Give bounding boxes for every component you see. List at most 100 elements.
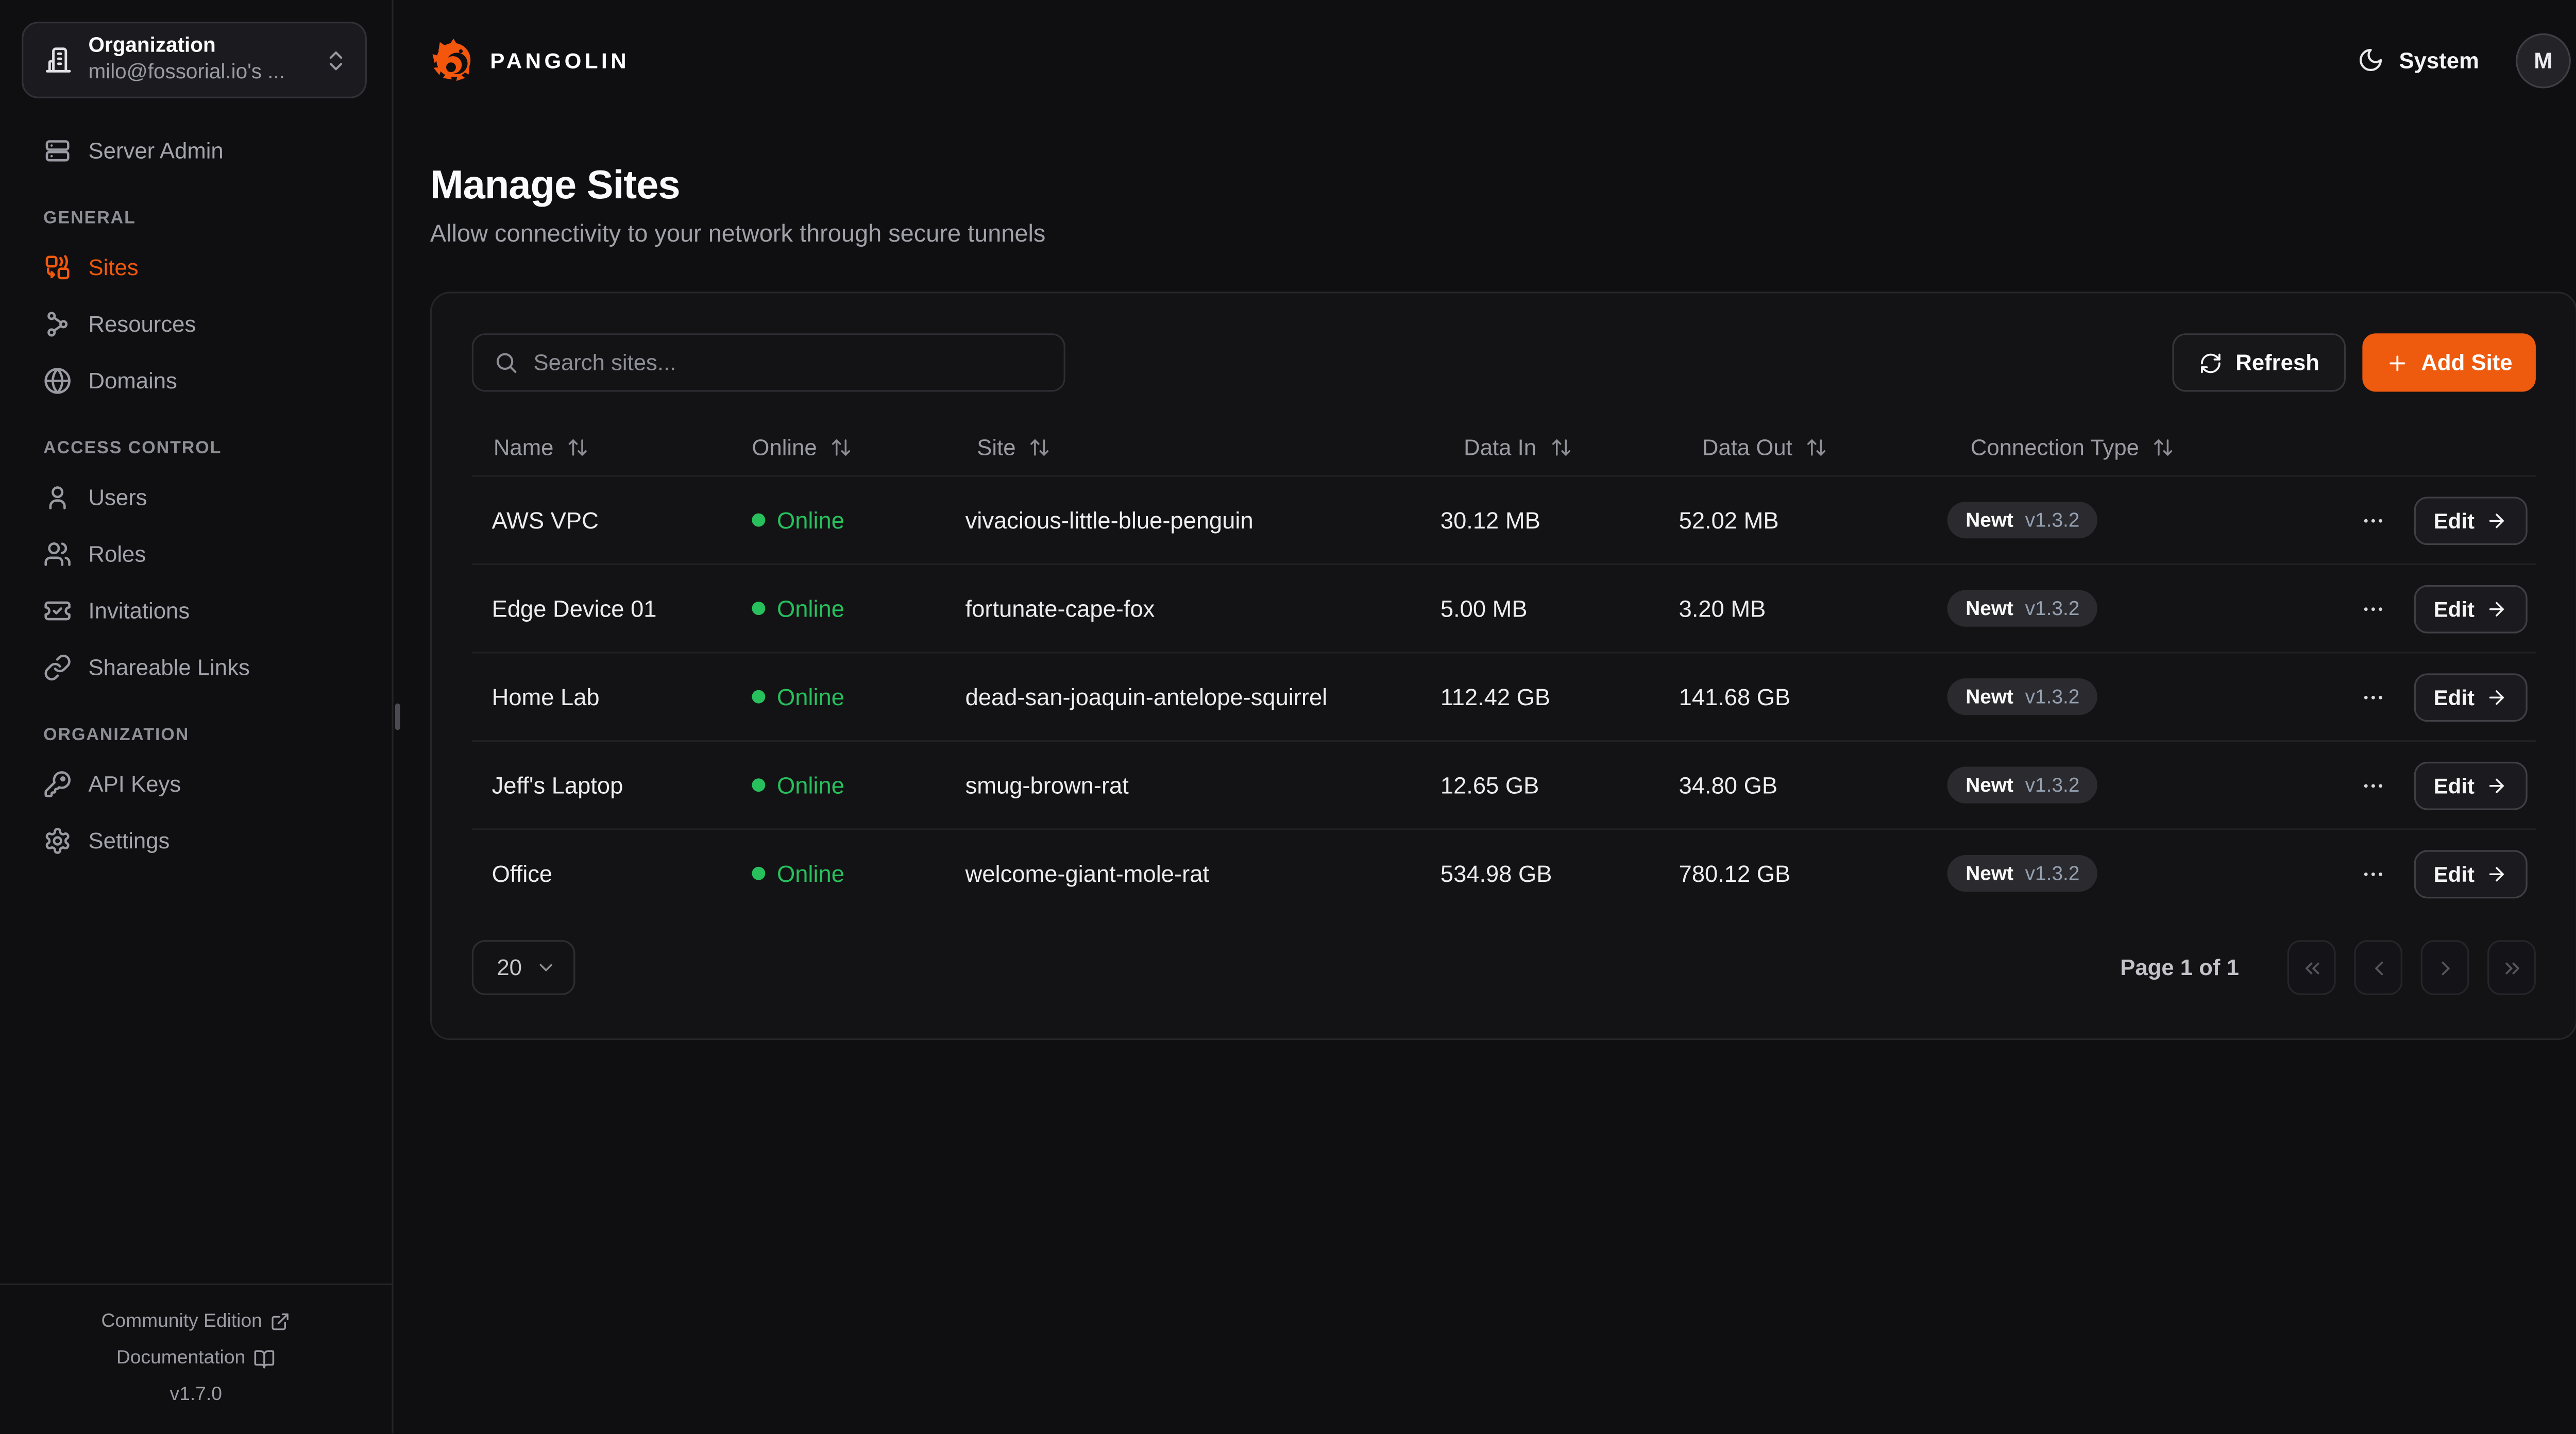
row-menu-button[interactable] xyxy=(2361,507,2386,533)
page-subtitle: Allow connectivity to your network throu… xyxy=(430,221,1046,249)
topbar: PANGOLIN System M xyxy=(394,0,2576,120)
sidebar-heading-access-control: ACCESS CONTROL xyxy=(43,438,222,458)
data-out-value: 52.02 MB xyxy=(1679,506,1779,534)
main-area: PANGOLIN System M Manage Sites Allow con… xyxy=(394,0,2576,1433)
users-icon xyxy=(43,539,72,568)
column-header-connection-type[interactable]: Connection Type xyxy=(1947,434,2361,459)
sidebar-item-users[interactable]: Users xyxy=(22,472,370,522)
next-page-button[interactable] xyxy=(2420,940,2469,995)
data-in-value: 5.00 MB xyxy=(1440,595,1528,622)
theme-label: System xyxy=(2399,47,2479,73)
data-in-value: 112.42 GB xyxy=(1440,683,1551,710)
org-switcher-label: Organization xyxy=(88,33,216,58)
sidebar-item-server-admin[interactable]: Server Admin xyxy=(22,125,370,175)
site-name: Jeff's Laptop xyxy=(492,772,623,799)
page-size-select[interactable]: 20 xyxy=(471,940,575,995)
column-header-data-in[interactable]: Data In xyxy=(1440,434,1679,459)
sidebar-item-api-keys[interactable]: API Keys xyxy=(22,758,370,808)
data-out-value: 780.12 GB xyxy=(1679,860,1791,887)
online-status-label: Online xyxy=(776,506,844,534)
edit-button[interactable]: Edit xyxy=(2414,496,2528,544)
link-icon xyxy=(43,653,72,681)
connection-type-badge: Newt v1.3.2 xyxy=(1947,766,2098,804)
sort-icon xyxy=(2153,436,2174,457)
column-header-site[interactable]: Site xyxy=(954,434,1440,459)
gear-icon xyxy=(43,826,72,854)
key-icon xyxy=(43,769,72,797)
sidebar-item-sites[interactable]: Sites xyxy=(22,242,370,292)
app-version: v1.7.0 xyxy=(170,1385,222,1405)
data-out-value: 3.20 MB xyxy=(1679,595,1766,622)
sort-icon xyxy=(1550,436,1571,457)
row-menu-button[interactable] xyxy=(2361,861,2386,886)
connection-type-badge: Newt v1.3.2 xyxy=(1947,678,2098,715)
sidebar-item-label: Roles xyxy=(88,541,146,566)
chevron-left-icon xyxy=(2366,956,2389,979)
plus-icon xyxy=(2386,351,2409,374)
edit-button[interactable]: Edit xyxy=(2414,672,2528,721)
arrow-right-icon xyxy=(2486,863,2508,884)
online-status-dot xyxy=(752,513,766,527)
sidebar-item-label: Invitations xyxy=(88,598,190,623)
building-icon xyxy=(43,45,73,75)
connection-type-badge: Newt v1.3.2 xyxy=(1947,502,2098,539)
arrow-right-icon xyxy=(2486,774,2508,796)
sidebar-item-label: Sites xyxy=(88,254,139,280)
sidebar-item-invitations[interactable]: Invitations xyxy=(22,585,370,635)
connection-type-badge: Newt v1.3.2 xyxy=(1947,590,2098,627)
previous-page-button[interactable] xyxy=(2354,940,2403,995)
brand-name: PANGOLIN xyxy=(490,47,630,73)
page-content: Manage Sites Allow connectivity to your … xyxy=(394,120,2576,1040)
column-header-name[interactable]: Name xyxy=(472,434,728,459)
sort-icon xyxy=(567,436,588,457)
add-site-button[interactable]: Add Site xyxy=(2363,333,2536,392)
edit-button[interactable]: Edit xyxy=(2414,761,2528,810)
sidebar-item-settings[interactable]: Settings xyxy=(22,815,370,865)
edit-button[interactable]: Edit xyxy=(2414,584,2528,633)
table-row: AWS VPC Online vivacious-little-blue-pen… xyxy=(471,475,2536,564)
column-header-data-out[interactable]: Data Out xyxy=(1679,434,1947,459)
last-page-button[interactable] xyxy=(2487,940,2536,995)
online-status-label: Online xyxy=(776,860,844,887)
data-in-value: 534.98 GB xyxy=(1440,860,1552,887)
documentation-link[interactable]: Documentation xyxy=(0,1340,392,1377)
row-menu-button[interactable] xyxy=(2361,684,2386,709)
chevrons-right-icon xyxy=(2500,956,2523,979)
brand-logo[interactable]: PANGOLIN xyxy=(430,37,630,83)
sidebar-item-roles[interactable]: Roles xyxy=(22,528,370,578)
pangolin-logo-icon xyxy=(430,37,477,83)
sidebar-item-label: Users xyxy=(88,484,147,509)
chevrons-up-down-icon xyxy=(324,47,349,73)
sidebar-resize-handle[interactable] xyxy=(395,703,400,730)
org-switcher[interactable]: Organization milo@fossorial.io's ... xyxy=(22,22,367,98)
refresh-button[interactable]: Refresh xyxy=(2172,333,2346,392)
avatar[interactable]: M xyxy=(2516,32,2571,88)
row-menu-button[interactable] xyxy=(2361,773,2386,798)
site-name: Home Lab xyxy=(492,683,600,710)
table-row: Home Lab Online dead-san-joaquin-antelop… xyxy=(471,652,2536,740)
sidebar-footer: Community Edition Documentation v1.7.0 xyxy=(0,1283,392,1433)
edit-button[interactable]: Edit xyxy=(2414,849,2528,898)
site-name: Office xyxy=(492,860,553,887)
chevron-right-icon xyxy=(2433,956,2456,979)
column-header-online[interactable]: Online xyxy=(728,434,954,459)
server-icon xyxy=(43,136,72,164)
page-title: Manage Sites xyxy=(430,163,681,209)
first-page-button[interactable] xyxy=(2287,940,2336,995)
online-status-label: Online xyxy=(776,772,844,799)
sites-card: Refresh Add Site Name xyxy=(430,292,2576,1040)
search-input[interactable] xyxy=(533,350,1044,375)
external-link-icon xyxy=(270,1312,291,1332)
sidebar-item-domains[interactable]: Domains xyxy=(22,355,370,405)
sidebar-item-shareable-links[interactable]: Shareable Links xyxy=(22,642,370,692)
community-edition-link[interactable]: Community Edition xyxy=(0,1304,392,1340)
table-row: Office Online welcome-giant-mole-rat 534… xyxy=(471,828,2536,917)
row-menu-button[interactable] xyxy=(2361,596,2386,621)
theme-toggle[interactable]: System xyxy=(2358,47,2479,74)
sidebar-item-resources[interactable]: Resources xyxy=(22,298,370,348)
sidebar-item-label: Settings xyxy=(88,827,170,853)
search-input-wrap xyxy=(471,333,1065,392)
sidebar: Organization milo@fossorial.io's ... Ser… xyxy=(0,0,400,1433)
online-status-dot xyxy=(752,778,766,792)
